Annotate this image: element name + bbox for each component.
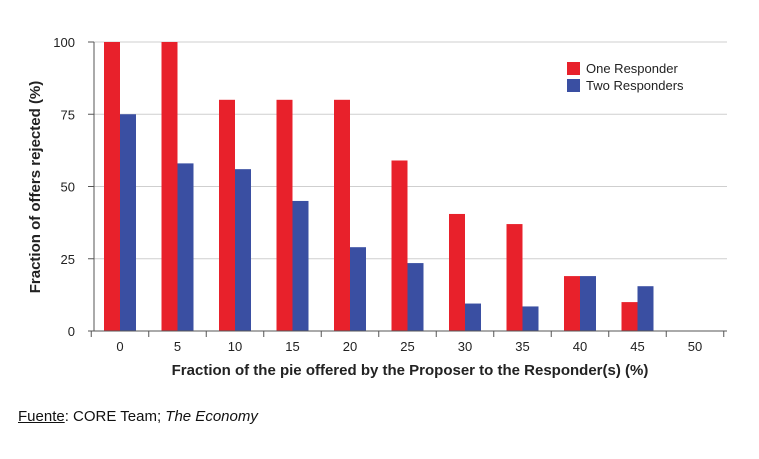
source-title: The Economy [165,408,258,425]
x-tick-label: 15 [285,339,299,354]
bar-two-responders-35 [522,306,539,331]
y-tick-labels: 0 25 50 75 100 [53,35,75,339]
bar-chart: 0 25 50 75 100 0 5 10 15 20 25 30 35 40 45 50 Fraction… [27,35,727,379]
bar-two-responders-0 [120,114,136,331]
x-tick-label: 50 [688,339,702,354]
bar-two-responders-10 [235,169,251,331]
legend-label: One Responder [586,61,678,76]
bar-one-responder-15 [276,99,293,331]
axes [90,42,727,337]
x-axis-title: Fraction of the pie offered by the Propo… [172,362,649,379]
bar-one-responder-45 [621,302,638,331]
x-tick-label: 30 [458,339,472,354]
x-tick-label: 0 [116,339,123,354]
bar-one-responder-30 [449,213,465,331]
bar-two-responders-25 [407,263,424,331]
bar-two-responders-5 [177,163,194,331]
x-tick-label: 5 [174,339,181,354]
bar-two-responders-40 [580,276,596,331]
bar-two-responders-15 [292,200,309,331]
x-tick-label: 25 [400,339,414,354]
bar-one-responder-0 [104,42,120,331]
x-tick-label: 45 [630,339,644,354]
bars [104,42,654,331]
bar-two-responders-30 [465,303,481,331]
y-axis-title: Fraction of offers rejected (%) [27,81,44,294]
x-tick-label: 35 [515,339,529,354]
legend-label: Two Responders [586,78,684,93]
bar-two-responders-20 [350,247,366,331]
source-caption: Fuente: CORE Team; The Economy [18,408,258,425]
bar-one-responder-20 [334,99,350,331]
bar-one-responder-25 [391,160,408,331]
bar-one-responder-10 [219,99,235,331]
x-tick-label: 10 [228,339,242,354]
x-tick-label: 20 [343,339,357,354]
bar-one-responder-35 [506,224,523,331]
source-separator: : [64,408,74,425]
legend-swatch [567,79,580,92]
legend-swatch [567,62,580,75]
source-text: CORE Team; [73,408,166,425]
source-label: Fuente [18,408,65,425]
legend: One Responder Two Responders [567,61,684,93]
y-tick-label: 25 [61,252,75,267]
y-tick-label: 100 [53,35,75,50]
x-tick-label: 40 [573,339,587,354]
x-tick-labels: 0 5 10 15 20 25 30 35 40 45 50 [116,339,702,354]
bar-two-responders-45 [637,286,654,331]
y-tick-label: 75 [61,107,75,122]
y-tick-label: 0 [68,324,75,339]
bar-one-responder-5 [161,42,178,331]
y-tick-label: 50 [61,180,75,195]
bar-one-responder-40 [564,276,580,331]
